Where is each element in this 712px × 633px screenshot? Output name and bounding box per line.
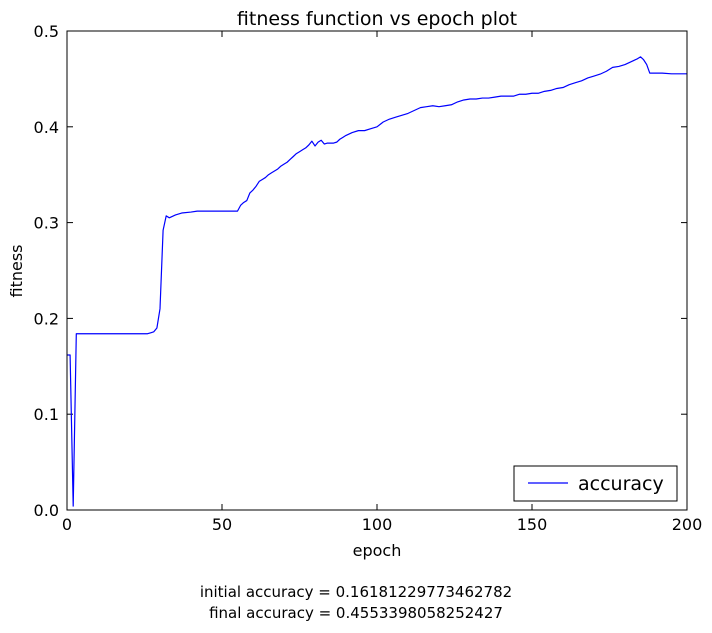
chart-title: fitness function vs epoch plot xyxy=(237,8,517,30)
legend-label-accuracy: accuracy xyxy=(578,473,664,495)
x-tick-label: 0 xyxy=(62,515,72,534)
y-tick-label: 0.1 xyxy=(34,405,59,424)
legend: accuracy xyxy=(513,465,678,502)
y-tick-labels: 0.0 0.1 0.2 0.3 0.4 0.5 xyxy=(34,22,59,520)
x-tick-label: 200 xyxy=(672,515,703,534)
y-tick-label: 0.5 xyxy=(34,22,59,41)
y-axis-label: fitness xyxy=(7,244,26,297)
x-tick-labels: 0 50 100 150 200 xyxy=(62,515,702,534)
final-accuracy-caption: final accuracy = 0.4553398058252427 xyxy=(209,604,503,622)
y-tick-label: 0.3 xyxy=(34,214,59,233)
y-tick-label: 0.2 xyxy=(34,309,59,328)
initial-accuracy-caption: initial accuracy = 0.16181229773462782 xyxy=(199,583,513,601)
x-tick-label: 100 xyxy=(362,515,393,534)
plot-area xyxy=(67,31,687,510)
series-layer xyxy=(67,56,687,507)
plot-frame xyxy=(66,30,688,511)
x-tick-label: 150 xyxy=(517,515,548,534)
series-line-accuracy xyxy=(67,56,687,507)
x-axis-label: epoch xyxy=(353,541,402,560)
y-tick-label: 0.0 xyxy=(34,501,59,520)
x-tick-label: 50 xyxy=(212,515,232,534)
y-tick-label: 0.4 xyxy=(34,118,59,137)
